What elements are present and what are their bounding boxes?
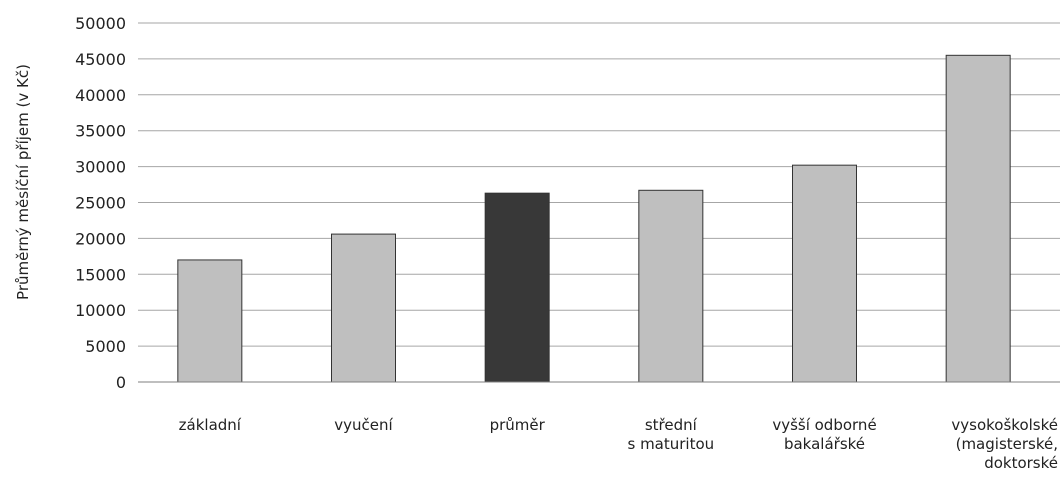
x-category-label: vysokoškolské (magisterské, doktorské bbox=[951, 416, 1058, 472]
y-axis-label: Průměrný měsíční příjem (v Kč) bbox=[14, 64, 32, 300]
x-category-label: vyučení bbox=[334, 416, 393, 434]
y-tick-label: 0 bbox=[116, 373, 126, 392]
bar bbox=[638, 189, 704, 383]
y-tick-label: 35000 bbox=[75, 122, 126, 141]
y-tick-label: 40000 bbox=[75, 86, 126, 105]
bar bbox=[945, 54, 1011, 383]
y-tick-label: 50000 bbox=[75, 14, 126, 33]
bar bbox=[792, 164, 857, 383]
y-tick-label: 20000 bbox=[75, 229, 126, 248]
y-tick-label: 25000 bbox=[75, 194, 126, 213]
y-tick-label: 10000 bbox=[75, 301, 126, 320]
x-category-label: vyšší odborné bakalářské bbox=[772, 416, 876, 453]
bar bbox=[484, 192, 550, 383]
x-category-label: průměr bbox=[490, 416, 546, 434]
y-tick-label: 5000 bbox=[85, 337, 126, 356]
bar bbox=[177, 259, 243, 383]
gridlines bbox=[138, 22, 1060, 383]
y-tick-label: 15000 bbox=[75, 265, 126, 284]
x-axis-categories: základní vyučení průměr střední s maturitou v… bbox=[179, 416, 1058, 472]
bar bbox=[331, 233, 396, 383]
bars bbox=[177, 54, 1011, 383]
x-category-label: základní bbox=[179, 416, 242, 434]
y-tick-label: 30000 bbox=[75, 158, 126, 177]
y-axis-ticks: 0 5000 10000 15000 20000 25000 30000 35000 40000… bbox=[75, 14, 126, 392]
x-category-label: střední s maturitou bbox=[627, 416, 714, 453]
y-tick-label: 45000 bbox=[75, 50, 126, 69]
